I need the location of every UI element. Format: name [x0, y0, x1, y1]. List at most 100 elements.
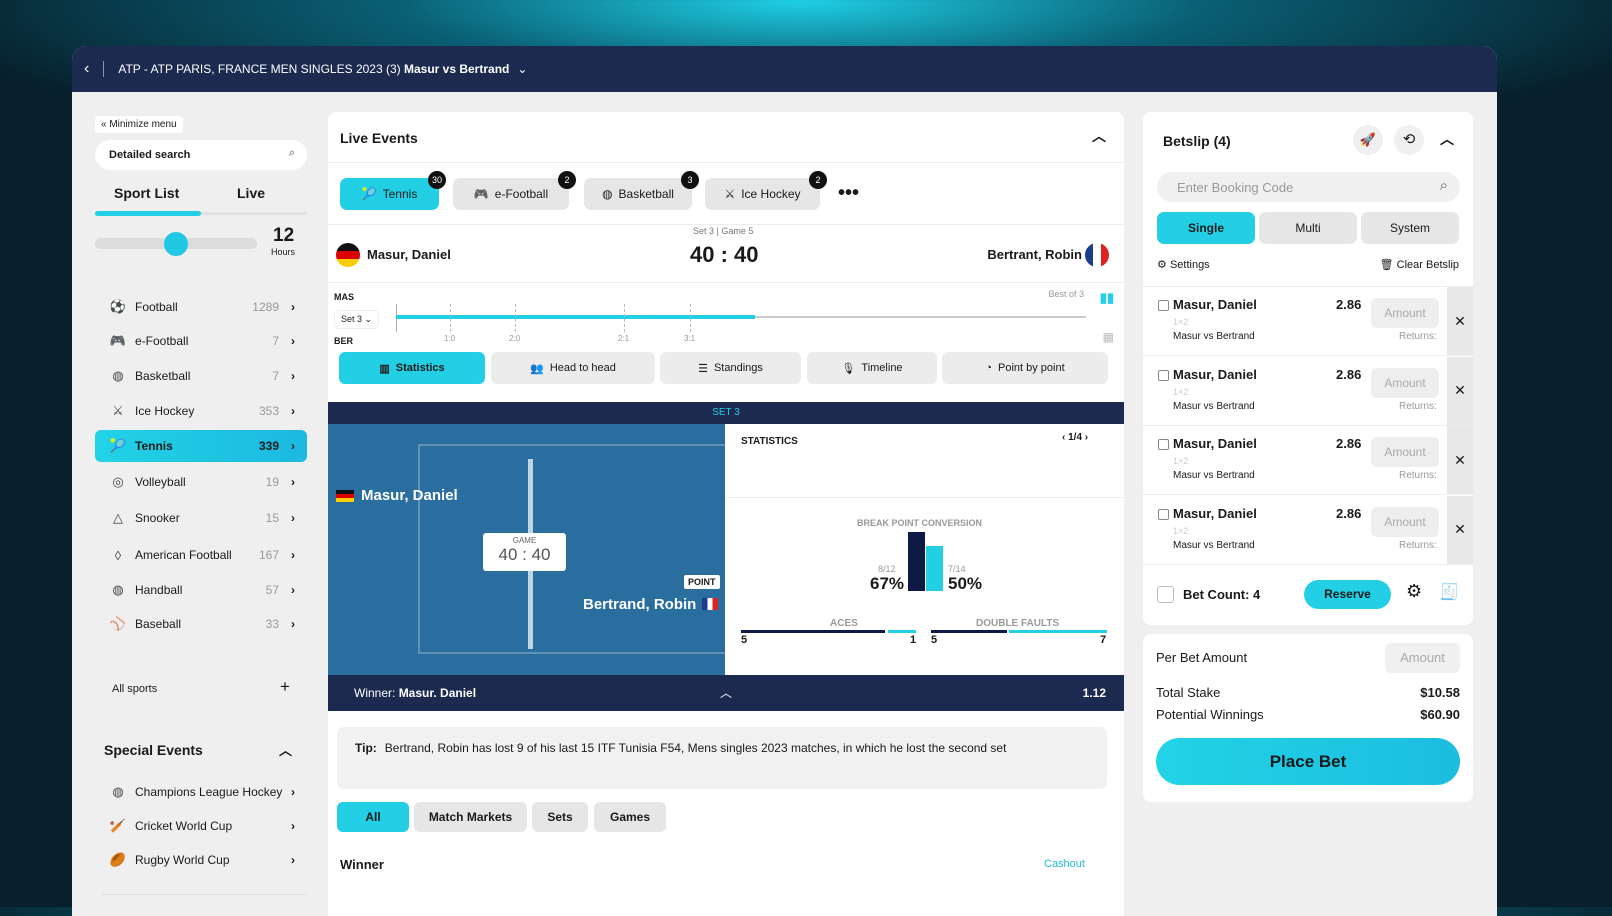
bp-title: BREAK POINT CONVERSION: [857, 518, 983, 528]
close-icon[interactable]: ✕: [1447, 287, 1473, 355]
stats-tab[interactable]: 🎙 Timeline: [807, 352, 937, 384]
bet-checkbox[interactable]: [1158, 439, 1169, 450]
live-sport-tab[interactable]: ◍ Basketball 3: [584, 171, 699, 210]
clear-betslip-button[interactable]: 🗑 Clear Betslip: [1380, 258, 1459, 271]
tab-label: Statistics: [395, 362, 445, 374]
collapse-icon[interactable]: ︿: [1440, 131, 1454, 147]
bet-checkbox[interactable]: [1158, 369, 1169, 381]
clear-label: Clear Betslip: [1396, 259, 1459, 271]
bet-type-tab[interactable]: Multi: [1259, 212, 1357, 244]
court-lines: [418, 444, 725, 654]
chevron-right-icon: ›: [291, 819, 295, 833]
winner-odds[interactable]: 1.12: [1082, 686, 1106, 700]
reserve-button[interactable]: Reserve: [1304, 580, 1391, 609]
bet-event: Masur vs Bertrand: [1173, 539, 1255, 551]
collapse-icon[interactable]: ︿: [1092, 128, 1106, 144]
place-bet-button[interactable]: Place Bet: [1156, 738, 1460, 785]
all-sports-link[interactable]: All sports: [112, 683, 158, 695]
match-selector[interactable]: Masur vs Bertrand: [403, 62, 510, 76]
chevron-up-icon[interactable]: ︿: [279, 743, 293, 758]
sidebar-item-ice-hockey[interactable]: ⚔ Ice Hockey 353 ›: [95, 395, 307, 427]
bar-chart-icon[interactable]: ▮▮: [1099, 290, 1114, 305]
bet-returns: Returns:: [1399, 331, 1437, 342]
booking-code-input[interactable]: Enter Booking Code ⌕: [1157, 172, 1460, 202]
history-icon[interactable]: ⟲: [1394, 125, 1424, 155]
bet-checkbox[interactable]: [1158, 508, 1169, 520]
stats-pager[interactable]: ‹ 1/4 ›: [1062, 432, 1089, 443]
bet-market: 1×2: [1173, 525, 1189, 536]
sidebar-item-american-football[interactable]: ◊ American Football 167 ›: [95, 539, 307, 571]
close-icon[interactable]: ✕: [1447, 495, 1473, 564]
stats-page: 1/4: [1068, 432, 1083, 443]
special-events-title: Special Events: [104, 742, 203, 758]
aces-away: 1: [910, 634, 917, 646]
slider-handle[interactable]: [164, 232, 188, 256]
bet-checkbox[interactable]: [1158, 300, 1169, 311]
home-player: Masur, Daniel: [367, 247, 451, 262]
winner-label: Winner:: [354, 686, 396, 700]
special-event-item[interactable]: 🏉 Rugby World Cup ›: [95, 844, 307, 876]
divider: [328, 162, 1124, 163]
bet-market: 1×2: [1173, 317, 1189, 327]
total-stake-label: Total Stake: [1156, 685, 1221, 700]
chevron-down-icon[interactable]: ⌄: [517, 62, 528, 76]
chevron-right-icon: ›: [291, 475, 295, 489]
market-tab[interactable]: Games: [594, 802, 666, 832]
live-sport-tab[interactable]: 🎾 Tennis 30: [340, 171, 446, 210]
bet-count-checkbox[interactable]: [1157, 586, 1174, 603]
cashout-link[interactable]: Cashout: [1044, 858, 1085, 870]
tab-sport-list[interactable]: Sport List: [114, 185, 180, 201]
bet-amount-input[interactable]: Amount: [1371, 437, 1439, 467]
gear-icon[interactable]: ⚙: [1406, 581, 1423, 601]
bet-returns: Returns:: [1399, 539, 1437, 551]
basketball-icon: ◍: [112, 368, 124, 383]
bet-odds: 2.86: [1336, 436, 1362, 451]
back-icon[interactable]: ‹: [84, 60, 90, 77]
market-title: Winner: [340, 857, 384, 872]
plus-icon[interactable]: +: [280, 677, 290, 696]
bet-amount-input[interactable]: Amount: [1371, 298, 1439, 328]
bet-amount-input[interactable]: Amount: [1371, 367, 1439, 398]
settings-button[interactable]: ⚙ Settings: [1157, 258, 1210, 271]
sidebar-item-tennis[interactable]: 🎾 Tennis 339 ›: [95, 430, 307, 462]
special-event-item[interactable]: 🏏 Cricket World Cup ›: [95, 810, 307, 842]
close-icon[interactable]: ✕: [1447, 356, 1473, 425]
stats-tab[interactable]: ◔ Point by point: [942, 352, 1108, 384]
market-tab[interactable]: All: [337, 802, 409, 832]
more-icon[interactable]: •••: [838, 182, 860, 204]
sidebar-item-basketball[interactable]: ◍ Basketball 7 ›: [95, 360, 307, 392]
sport-count: 7: [272, 369, 279, 383]
sidebar-item-baseball[interactable]: ⚾ Baseball 33 ›: [95, 608, 307, 640]
stats-tab[interactable]: ▥ Statistics: [339, 352, 485, 384]
minimize-menu-button[interactable]: « Minimize menu: [95, 116, 183, 133]
bet-amount-input[interactable]: Amount: [1371, 506, 1439, 537]
bet-type-tab[interactable]: Single: [1157, 212, 1255, 244]
rocket-icon[interactable]: 🚀: [1353, 125, 1383, 155]
bet-type-tab[interactable]: System: [1361, 212, 1459, 244]
winner-bar[interactable]: Winner: Masur. Daniel ︿ 1.12: [328, 675, 1124, 711]
sidebar-item-football[interactable]: ⚽ Football 1289 ›: [95, 291, 307, 323]
tab-live[interactable]: Live: [237, 185, 266, 201]
live-sport-tab[interactable]: 🎮 e-Football 2: [453, 171, 576, 210]
per-bet-amount-input[interactable]: Amount: [1385, 643, 1460, 673]
special-event-item[interactable]: ◍ Champions League Hockey ›: [95, 776, 307, 808]
sidebar-item-volleyball[interactable]: ◎ Volleyball 19 ›: [95, 466, 307, 498]
chevron-right-icon: ›: [291, 334, 295, 348]
sidebar-item-snooker[interactable]: △ Snooker 15 ›: [95, 502, 307, 534]
chevron-up-icon[interactable]: ︿: [720, 686, 733, 700]
close-icon[interactable]: ✕: [1447, 426, 1473, 494]
stats-tab[interactable]: ☰ Standings: [660, 352, 801, 384]
stats-tab[interactable]: 👥 Head to head: [491, 352, 655, 384]
set-select[interactable]: Set 3 ⌄: [334, 310, 380, 329]
grid-icon[interactable]: ▦: [1102, 330, 1114, 344]
market-tab[interactable]: Sets: [532, 802, 588, 832]
sidebar-item-e-football[interactable]: 🎮 e-Football 7 ›: [95, 325, 307, 357]
sidebar-item-handball[interactable]: ◍ Handball 57 ›: [95, 574, 307, 606]
bet-item: Masur, Daniel 1×2 Masur vs Bertrand 2.86 Amo…: [1143, 426, 1473, 495]
receipt-icon[interactable]: 🧾: [1439, 584, 1459, 601]
detailed-search-input[interactable]: Detailed search ⌕: [95, 140, 307, 170]
bet-item: Masur, Daniel 1×2 Masur vs Bertrand 2.86 Amo…: [1143, 287, 1473, 356]
live-sport-tab[interactable]: ⚔ Ice Hockey 2: [705, 171, 827, 210]
market-tab[interactable]: Match Markets: [414, 802, 527, 832]
df-away: 7: [1100, 634, 1107, 646]
